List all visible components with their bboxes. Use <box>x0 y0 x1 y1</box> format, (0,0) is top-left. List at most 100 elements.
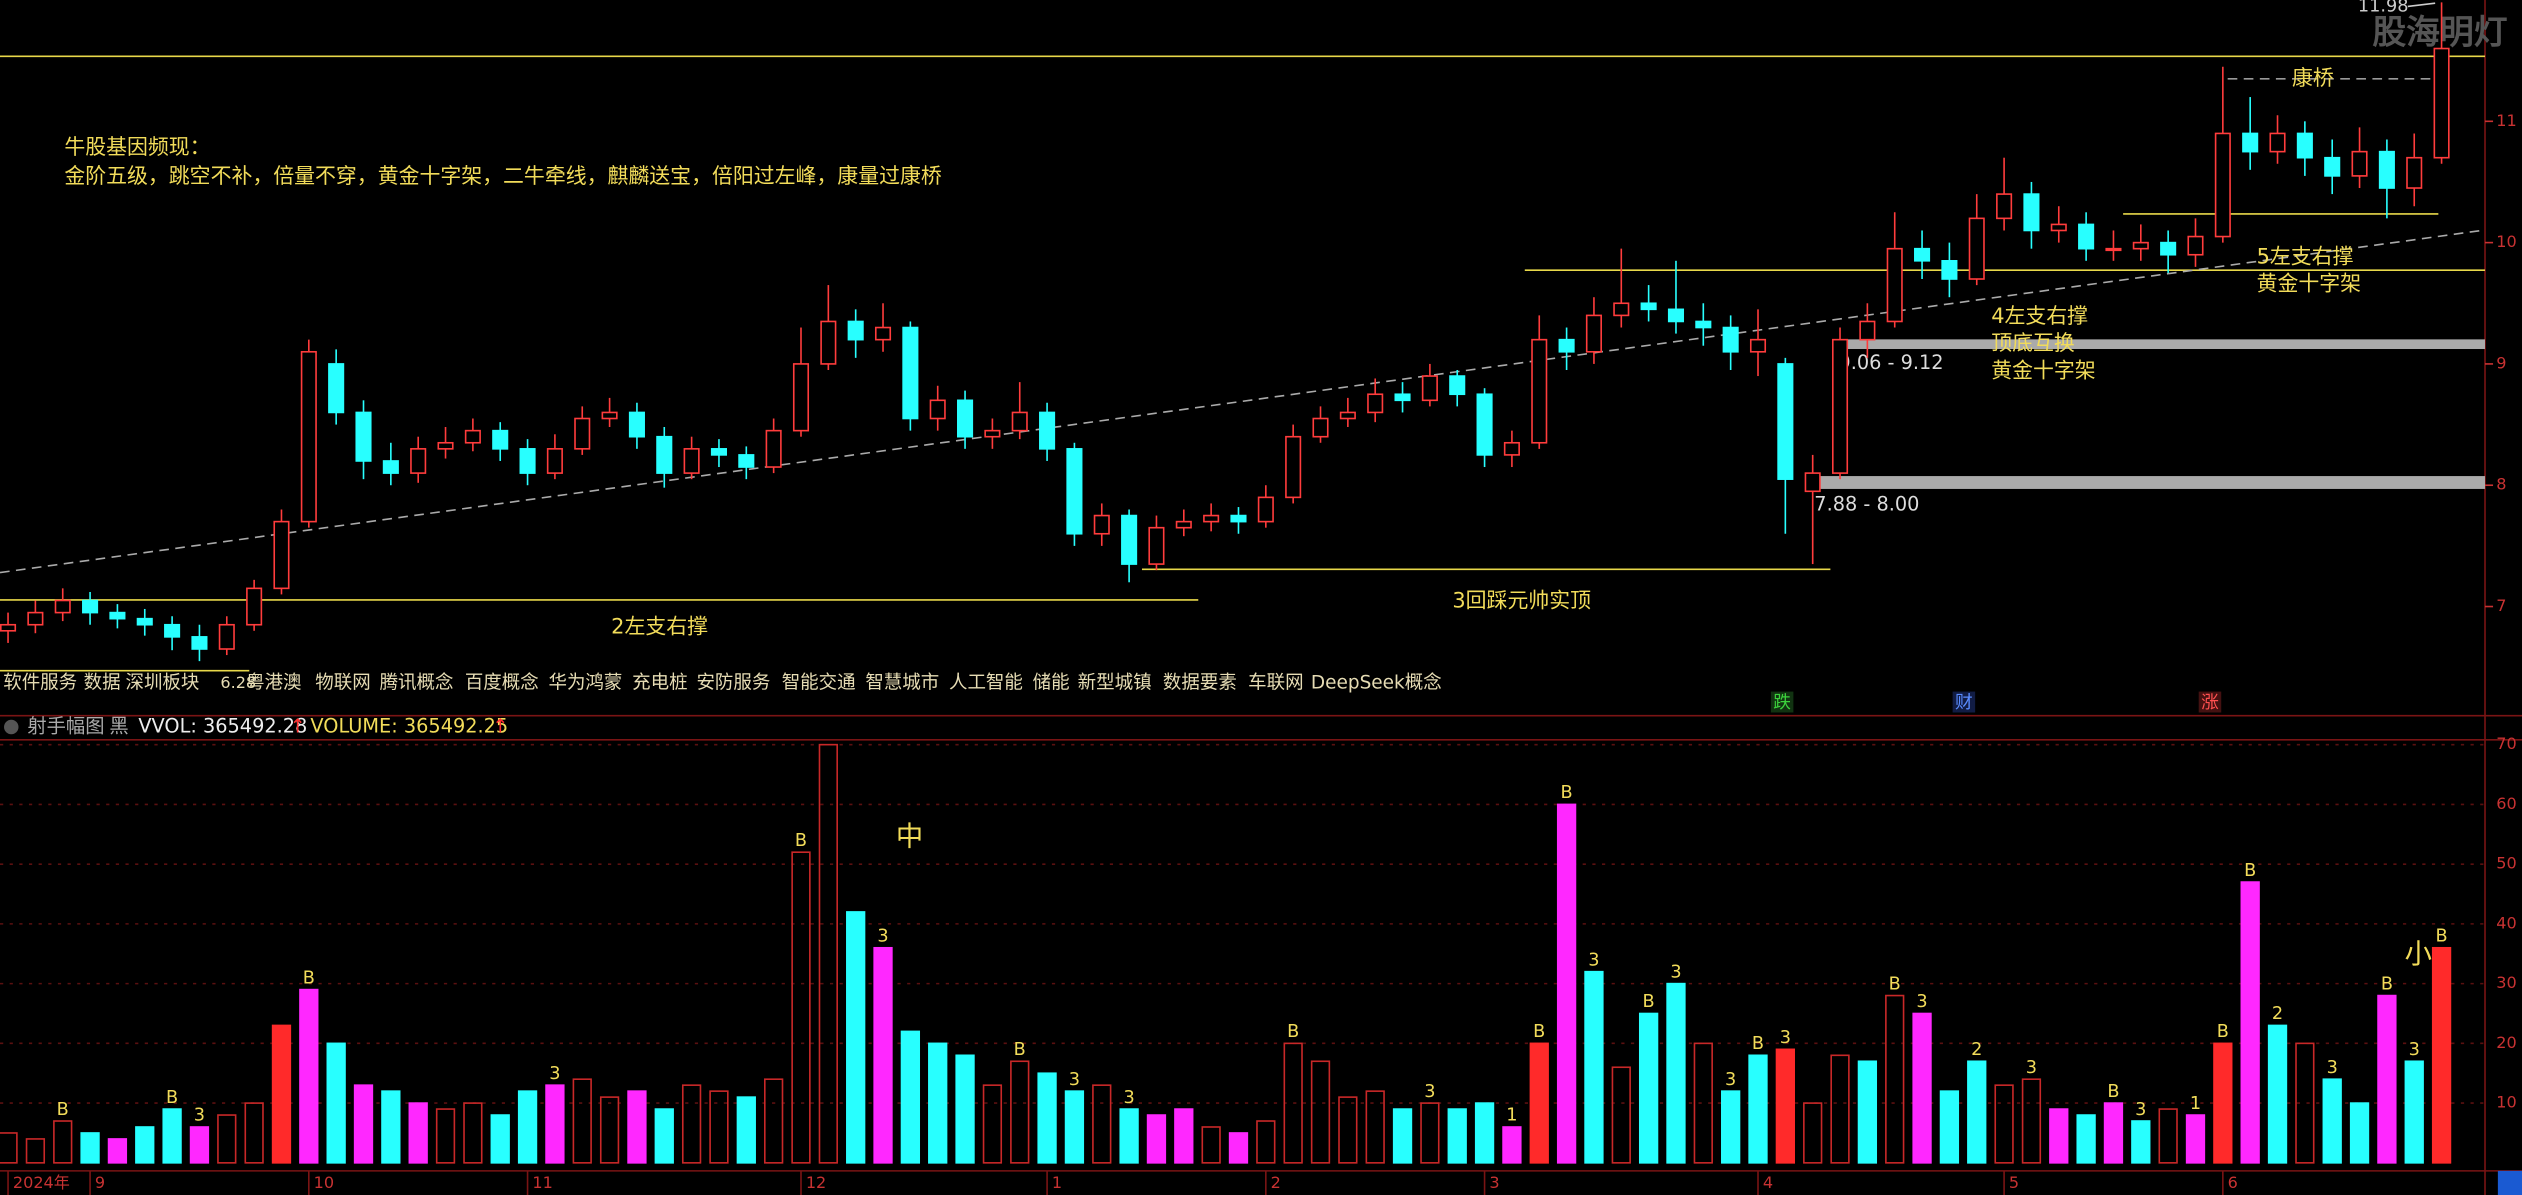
volume-bar <box>0 1132 18 1164</box>
volume-note: B <box>2107 1082 2119 1102</box>
volume-bar <box>1857 1060 1878 1164</box>
event-marker[interactable]: 涨 <box>2201 692 2219 713</box>
candle-body <box>2214 132 2231 238</box>
candle-body <box>1667 308 1685 323</box>
volume-bar <box>1693 1042 1713 1164</box>
candle-body <box>27 611 44 626</box>
volume-bar <box>2103 1102 2124 1164</box>
candle-body <box>1121 514 1138 565</box>
candle-body <box>1749 338 1767 353</box>
x-tick-label: 4 <box>1763 1173 1773 1192</box>
volume-bar <box>736 1096 756 1164</box>
y-tick-label: 9 <box>2496 353 2506 372</box>
volume-bar <box>1994 1084 2014 1164</box>
volume-note: 3 <box>1916 992 1927 1012</box>
candle-body <box>2105 247 2122 252</box>
volume-bar <box>217 1114 237 1164</box>
sector-tag: 粤港澳 <box>246 673 301 694</box>
candle-body <box>273 520 290 590</box>
candle-body <box>1859 320 1876 341</box>
volume-bar <box>1721 1090 1741 1164</box>
volume-bar <box>2213 1042 2233 1164</box>
event-marker[interactable]: 财 <box>1955 692 1973 713</box>
band-label: 9.06 - 9.12 <box>1838 351 1943 374</box>
event-marker[interactable]: 跌 <box>1773 692 1791 713</box>
candle-body <box>820 320 837 365</box>
annotation: 顶底互换 <box>1991 331 2075 355</box>
volume-bar <box>1447 1108 1467 1164</box>
candle-body <box>1175 520 1192 529</box>
sector-tag: 华为鸿蒙 <box>548 673 622 694</box>
volume-note: B <box>1643 992 1655 1012</box>
event-box <box>1952 691 1976 713</box>
volume-note: 3 <box>1588 950 1599 970</box>
sector-tag: 智能交通 <box>782 673 856 694</box>
candle-body <box>2351 150 2368 177</box>
candle-body <box>1831 338 1849 474</box>
volume-note: 1 <box>2190 1094 2201 1114</box>
volume-bar <box>873 946 893 1164</box>
volume-bar <box>1748 1054 1768 1164</box>
volume-bar <box>80 1132 100 1164</box>
annotation: 2左支右撑 <box>611 614 708 638</box>
candle-body <box>1449 375 1466 396</box>
volume-bar <box>1119 1108 1139 1164</box>
candle-body <box>1558 338 1575 353</box>
candle-body <box>792 363 810 432</box>
candle-body <box>1285 435 1302 499</box>
volume-note: B <box>1533 1022 1545 1042</box>
volume-bar <box>1092 1084 1112 1164</box>
volume-bar <box>818 743 838 1164</box>
candle-body <box>546 448 563 474</box>
candle-body <box>765 429 782 468</box>
y-tick-label: 70 <box>2496 734 2516 753</box>
candle-body <box>1339 411 1356 420</box>
volume-bar <box>1174 1108 1194 1164</box>
candle-body <box>492 429 509 450</box>
volume-bar <box>1146 1114 1167 1164</box>
sector-tags: 软件服务 数据 深圳板块 6.28粤港澳 物联网 腾讯概念 百度概念 华为鸿蒙 充电桩 安防服务智… <box>3 672 1442 694</box>
candle-body <box>136 617 153 626</box>
x-tick-label: 2024年 <box>13 1173 70 1192</box>
volume-note: 3 <box>1780 1028 1791 1048</box>
volume-bar <box>1474 1102 1495 1164</box>
volume-bar <box>654 1108 674 1164</box>
volume-note: B <box>2217 1022 2229 1042</box>
corner-button[interactable] <box>2497 1170 2522 1195</box>
candle-body <box>2078 223 2095 250</box>
band-label: 7.88 - 8.00 <box>1814 493 1919 516</box>
price-band <box>1833 339 2486 350</box>
indicator-value: VOLUME: 365492.25 <box>310 714 508 737</box>
candle-body <box>2406 156 2423 189</box>
volume-bar <box>435 1108 456 1164</box>
collapse-icon[interactable] <box>4 719 19 735</box>
sector-tag: 物联网 <box>315 673 370 694</box>
candle-body <box>2160 241 2177 256</box>
indicator-subtitle: 黑 <box>109 714 128 737</box>
annotation: 4左支右撑 <box>1991 304 2088 328</box>
candle-body <box>300 350 317 523</box>
sector-tag: 充电桩 <box>632 673 687 694</box>
volume-bar <box>2185 1114 2206 1164</box>
indicator-arrow: ↑ <box>290 714 306 737</box>
volume-bar <box>299 988 319 1164</box>
candle-body <box>109 611 126 620</box>
sector-tag: 智慧城市 <box>865 673 939 694</box>
candle-body <box>2132 241 2149 250</box>
volume-bar <box>1064 1090 1085 1164</box>
volume-bar <box>189 1126 210 1164</box>
volume-bar <box>162 1108 182 1164</box>
candle-body <box>1503 441 1520 456</box>
volume-note: B <box>1561 783 1573 803</box>
sector-tag: 人工智能 <box>949 673 1023 694</box>
volume-bar <box>408 1102 428 1164</box>
volume-note: 3 <box>1424 1082 1435 1102</box>
candle-body <box>1394 393 1411 402</box>
annotation: 黄金十字架 <box>1991 359 2095 383</box>
volume-bar <box>353 1084 374 1164</box>
x-tick-label: 6 <box>2228 1173 2238 1192</box>
sector-tag: 6.28 <box>220 673 256 692</box>
candle-body <box>1996 193 2013 220</box>
